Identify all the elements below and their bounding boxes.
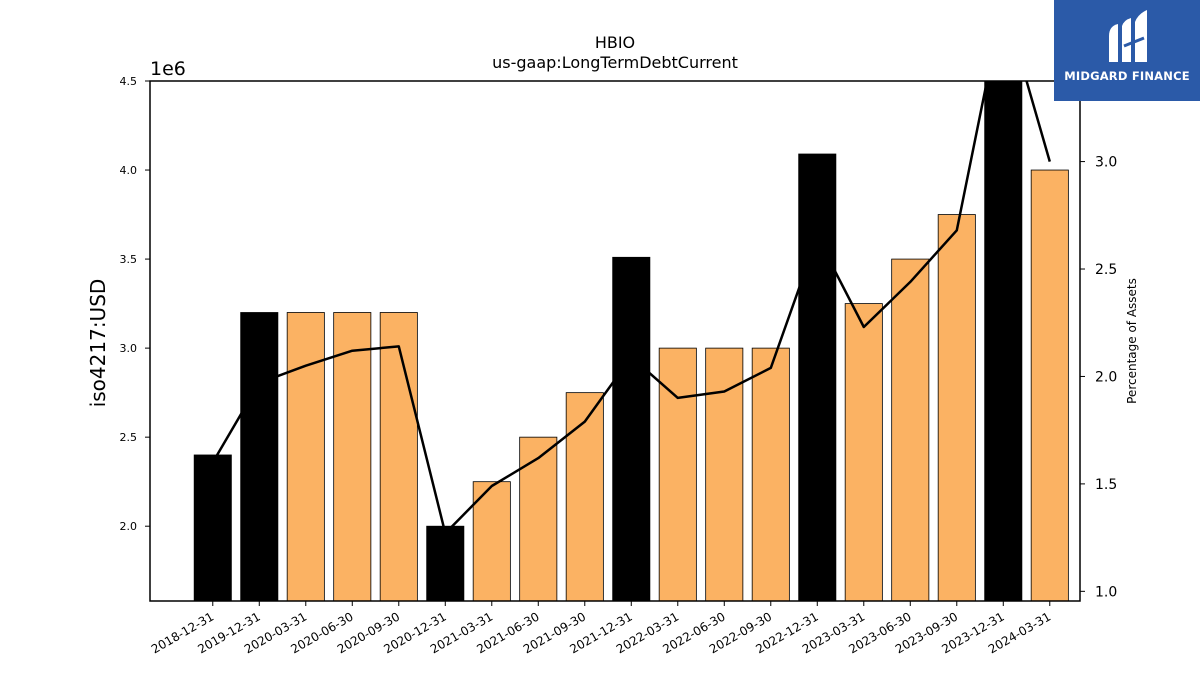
bar-2020-06-30 xyxy=(333,312,372,601)
bar-2020-12-31 xyxy=(426,525,465,601)
y2-tick-label: 2.0 xyxy=(1095,369,1117,385)
bar-2020-09-30 xyxy=(379,312,418,601)
bars-group xyxy=(193,81,1069,601)
x-axis: 2018-12-312019-12-312020-03-312020-06-30… xyxy=(149,601,1053,656)
y-tick-label: 3.0 xyxy=(120,342,138,355)
bar-2022-09-30 xyxy=(751,347,790,601)
percentage-of-assets-line xyxy=(211,81,1052,535)
logo-text: MIDGARD FINANCE xyxy=(1064,69,1190,83)
y2-tick-label: 3.0 xyxy=(1095,155,1117,171)
chart-subtitle: us-gaap:LongTermDebtCurrent xyxy=(492,53,738,72)
y-axis-label: iso4217:USD xyxy=(86,279,110,408)
bar-2023-12-31 xyxy=(984,81,1023,601)
bar-2023-06-30 xyxy=(891,258,930,601)
bar-2022-12-31 xyxy=(798,153,837,601)
logo-mark-icon xyxy=(1109,10,1147,62)
y-offset-label: 1e6 xyxy=(150,58,186,80)
chart-title: HBIO xyxy=(595,33,635,52)
plot-frame xyxy=(149,80,1081,602)
bar-2018-12-31 xyxy=(193,454,232,601)
y2-axis-label: Percentage of Assets xyxy=(1125,278,1139,404)
bar-2021-03-31 xyxy=(472,481,511,601)
line-group xyxy=(211,81,1052,535)
y-axis-left: 2.0 2.5 3.0 3.5 4.0 4.5 xyxy=(120,75,150,533)
y-tick-label: 4.5 xyxy=(120,75,138,88)
y-tick-label: 3.5 xyxy=(120,253,138,266)
bar-2022-03-31 xyxy=(658,347,697,601)
bar-2020-03-31 xyxy=(286,312,325,601)
bar-2021-06-30 xyxy=(519,436,558,601)
bar-2019-12-31 xyxy=(240,312,279,601)
y2-tick-label: 1.5 xyxy=(1095,477,1117,493)
y-tick-label: 4.0 xyxy=(120,164,138,177)
y-tick-label: 2.0 xyxy=(120,520,138,533)
bar-2023-03-31 xyxy=(844,303,883,601)
bar-2023-09-30 xyxy=(937,214,976,601)
bar-2021-09-30 xyxy=(565,392,604,601)
y-axis-right: 1.0 1.5 2.0 2.5 3.0 xyxy=(1080,155,1117,600)
y-tick-label: 2.5 xyxy=(120,431,138,444)
midgard-finance-logo: MIDGARD FINANCE xyxy=(1054,0,1200,101)
y2-tick-label: 1.0 xyxy=(1095,584,1117,600)
y2-tick-label: 2.5 xyxy=(1095,262,1117,278)
bar-2021-12-31 xyxy=(612,256,651,601)
bar-2024-03-31 xyxy=(1030,169,1069,601)
